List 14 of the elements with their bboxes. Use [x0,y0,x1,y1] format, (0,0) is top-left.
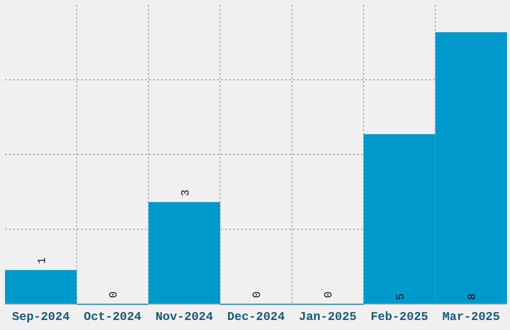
x-tick-label: Nov-2024 [155,310,214,324]
data-label: 3 [180,189,192,196]
data-label: 5 [395,293,408,300]
x-tick-label: Jan-2025 [298,310,357,324]
x-tick-label: Oct-2024 [84,310,142,324]
data-label: 0 [252,291,264,298]
x-tick-label: Dec-2024 [227,310,285,324]
x-tick-label: Mar-2025 [442,310,500,324]
x-tick-label: Feb-2025 [370,310,428,324]
x-tick-label: Sep-2024 [12,310,70,324]
data-label: 1 [36,257,49,264]
data-label: 8 [467,293,480,300]
data-label: 0 [324,291,336,298]
data-label: 0 [108,291,121,298]
